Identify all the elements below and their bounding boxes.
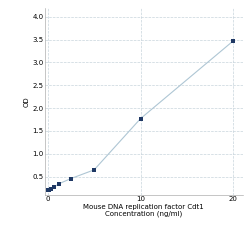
Point xyxy=(92,168,96,172)
Point xyxy=(49,187,53,191)
Point xyxy=(69,176,73,180)
X-axis label: Mouse DNA replication factor Cdt1
Concentration (ng/ml): Mouse DNA replication factor Cdt1 Concen… xyxy=(84,204,204,217)
Point xyxy=(231,39,235,43)
Point xyxy=(47,188,51,192)
Point xyxy=(52,185,56,189)
Point xyxy=(57,182,61,186)
Y-axis label: OD: OD xyxy=(24,96,30,106)
Point xyxy=(46,188,50,192)
Point xyxy=(138,117,142,121)
